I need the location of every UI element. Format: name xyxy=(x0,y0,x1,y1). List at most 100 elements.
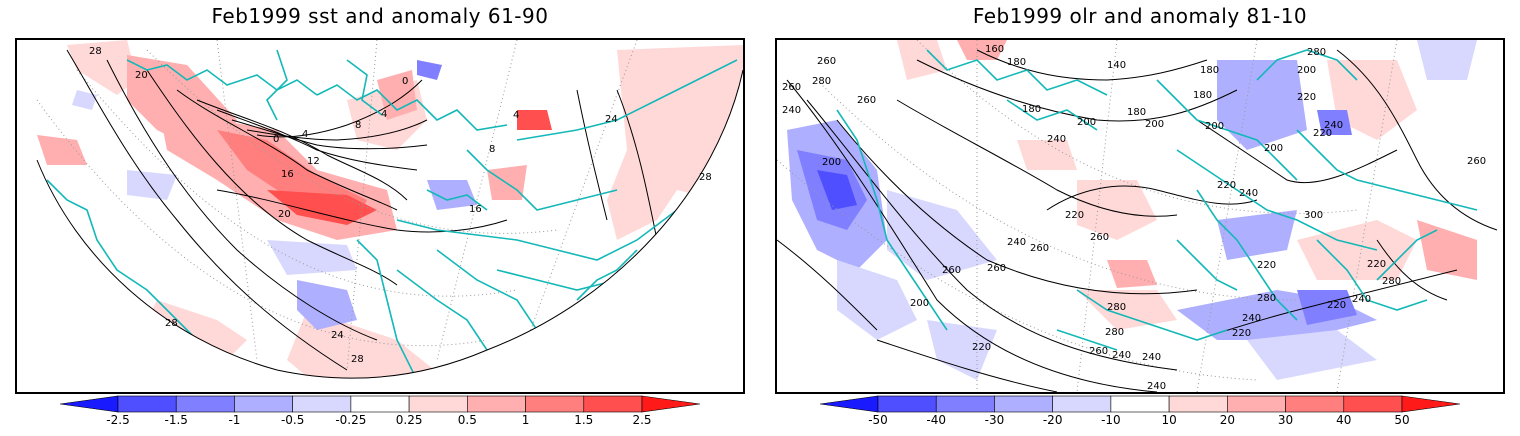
colorbar-tick-label: 30 xyxy=(1277,413,1294,427)
colorbar-swatch xyxy=(525,395,585,413)
olr-colorbar: -50 -40 -30 -20 -10 10 20 30 40 50 xyxy=(819,395,1461,436)
contour-label: 240 xyxy=(1324,120,1343,131)
contour-label: 200 xyxy=(1264,143,1283,154)
contour-label: 280 xyxy=(1105,327,1124,338)
contour-label: 200 xyxy=(910,298,929,309)
contour-label: 260 xyxy=(942,265,961,276)
colorbar-tick-label: -10 xyxy=(1101,413,1121,427)
right-panel-title: Feb1999 olr and anomaly 81-10 xyxy=(972,4,1308,28)
sst-colorbar: -2.5 -1.5 -1 -0.5 -0.25 0.25 0.5 1 1.5 2.5 xyxy=(59,395,701,436)
contour-label: 180 xyxy=(1200,65,1219,76)
colorbar-tick-label: -1.5 xyxy=(164,413,188,427)
contour-label: 180 xyxy=(1193,90,1212,101)
colorbar-tick-label: -0.5 xyxy=(280,413,305,427)
colorbar-swatch xyxy=(819,395,879,413)
contour-label: 28 xyxy=(699,172,712,183)
contour-label: 220 xyxy=(972,342,991,353)
colorbar-swatch xyxy=(292,395,352,413)
colorbar-swatch xyxy=(117,395,177,413)
contour-label: 180 xyxy=(1127,107,1146,118)
colorbar-swatch xyxy=(935,395,995,413)
contour-label: 220 xyxy=(1065,210,1084,221)
colorbar-tick-label: -40 xyxy=(926,413,947,427)
contour-label: 4 xyxy=(513,110,519,121)
contour-label: 180 xyxy=(1007,57,1026,68)
contour-label: 240 xyxy=(1047,134,1066,145)
contour-label: 28 xyxy=(351,354,364,365)
left-panel-title: Feb1999 sst and anomaly 61-90 xyxy=(211,4,549,28)
contour-label: 280 xyxy=(1307,47,1326,58)
contour-label: 260 xyxy=(1030,243,1049,254)
colorbar-tick-label: 0.25 xyxy=(395,413,423,427)
contour-label: 280 xyxy=(1382,276,1401,287)
colorbar-tick-label: -20 xyxy=(1042,413,1063,427)
colorbar-tick-label: 0.5 xyxy=(457,413,477,427)
contour-label: 20 xyxy=(278,209,291,220)
contour-label: 140 xyxy=(1107,60,1126,71)
contour-label: 260 xyxy=(1090,232,1109,243)
contour-label: 4 xyxy=(381,109,387,120)
contour-label: 240 xyxy=(1007,237,1026,248)
contour-label: 240 xyxy=(1142,352,1161,363)
colorbar-swatch xyxy=(1168,395,1228,413)
contour-label: 260 xyxy=(987,263,1006,274)
colorbar-swatch xyxy=(641,395,701,413)
contour-label: 220 xyxy=(1297,92,1316,103)
colorbar-swatch xyxy=(175,395,235,413)
contour-label: 8 xyxy=(355,120,361,131)
contour-label: 16 xyxy=(281,169,294,180)
contour-label: 8 xyxy=(489,144,495,155)
contour-label: 24 xyxy=(605,114,618,125)
contour-label: 16 xyxy=(469,204,482,215)
colorbar-swatch xyxy=(994,395,1053,413)
contour-label: 20 xyxy=(135,70,148,81)
colorbar-tick-label: 40 xyxy=(1336,413,1352,427)
colorbar-swatch xyxy=(1052,395,1112,413)
colorbar-swatch xyxy=(408,395,468,413)
colorbar-swatch xyxy=(1401,395,1461,413)
colorbar-tick-label: -30 xyxy=(984,413,1005,427)
colorbar-swatch xyxy=(234,395,293,413)
colorbar-swatch xyxy=(1110,395,1170,413)
contour-label: 200 xyxy=(822,157,841,168)
contour-label: 24 xyxy=(331,330,344,341)
contour-label: 200 xyxy=(1205,121,1224,132)
contour-label: 4 xyxy=(302,129,308,140)
contour-label: 220 xyxy=(1367,259,1386,270)
colorbar-swatch xyxy=(59,395,119,413)
sst-contour-labels: 28 20 0 4 8 12 16 20 24 28 28 4 0 16 24 … xyxy=(89,46,712,365)
sst-colorbar-swatches xyxy=(59,395,701,413)
contour-label: 240 xyxy=(1352,294,1371,305)
contour-label: 0 xyxy=(273,134,279,145)
contour-label: 280 xyxy=(1257,293,1276,304)
olr-anomaly-map: 260 260 280 240 260 200 160 180 140 180 … xyxy=(775,38,1505,394)
contour-label: 240 xyxy=(1242,313,1261,324)
contour-label: 28 xyxy=(165,318,178,329)
contour-label: 240 xyxy=(782,105,801,116)
contour-label: 0 xyxy=(402,76,408,87)
contour-label: 28 xyxy=(89,46,102,57)
contour-label: 240 xyxy=(1112,350,1131,361)
contour-label: 200 xyxy=(1077,117,1096,128)
colorbar-swatch xyxy=(1343,395,1403,413)
contour-label: 260 xyxy=(817,56,836,67)
contour-label: 220 xyxy=(1217,180,1236,191)
contour-label: 260 xyxy=(857,95,876,106)
contour-label: 200 xyxy=(1297,65,1316,76)
contour-label: 220 xyxy=(1232,328,1251,339)
colorbar-tick-label: -50 xyxy=(868,413,888,427)
contour-label: 180 xyxy=(1022,104,1041,115)
contour-label: 280 xyxy=(812,76,831,87)
contour-label: 200 xyxy=(1145,119,1164,130)
contour-label: 220 xyxy=(1313,128,1332,139)
contour-label: 160 xyxy=(985,44,1004,55)
contour-label: 300 xyxy=(1304,210,1323,221)
colorbar-tick-label: -1 xyxy=(228,413,241,427)
contour-label: 12 xyxy=(307,156,320,167)
contour-label: 260 xyxy=(782,82,801,93)
colorbar-tick-label: 10 xyxy=(1161,413,1177,427)
colorbar-tick-label: 2.5 xyxy=(632,413,652,427)
contour-label: 260 xyxy=(1467,156,1486,167)
colorbar-swatch xyxy=(350,395,410,413)
colorbar-swatch xyxy=(1227,395,1286,413)
